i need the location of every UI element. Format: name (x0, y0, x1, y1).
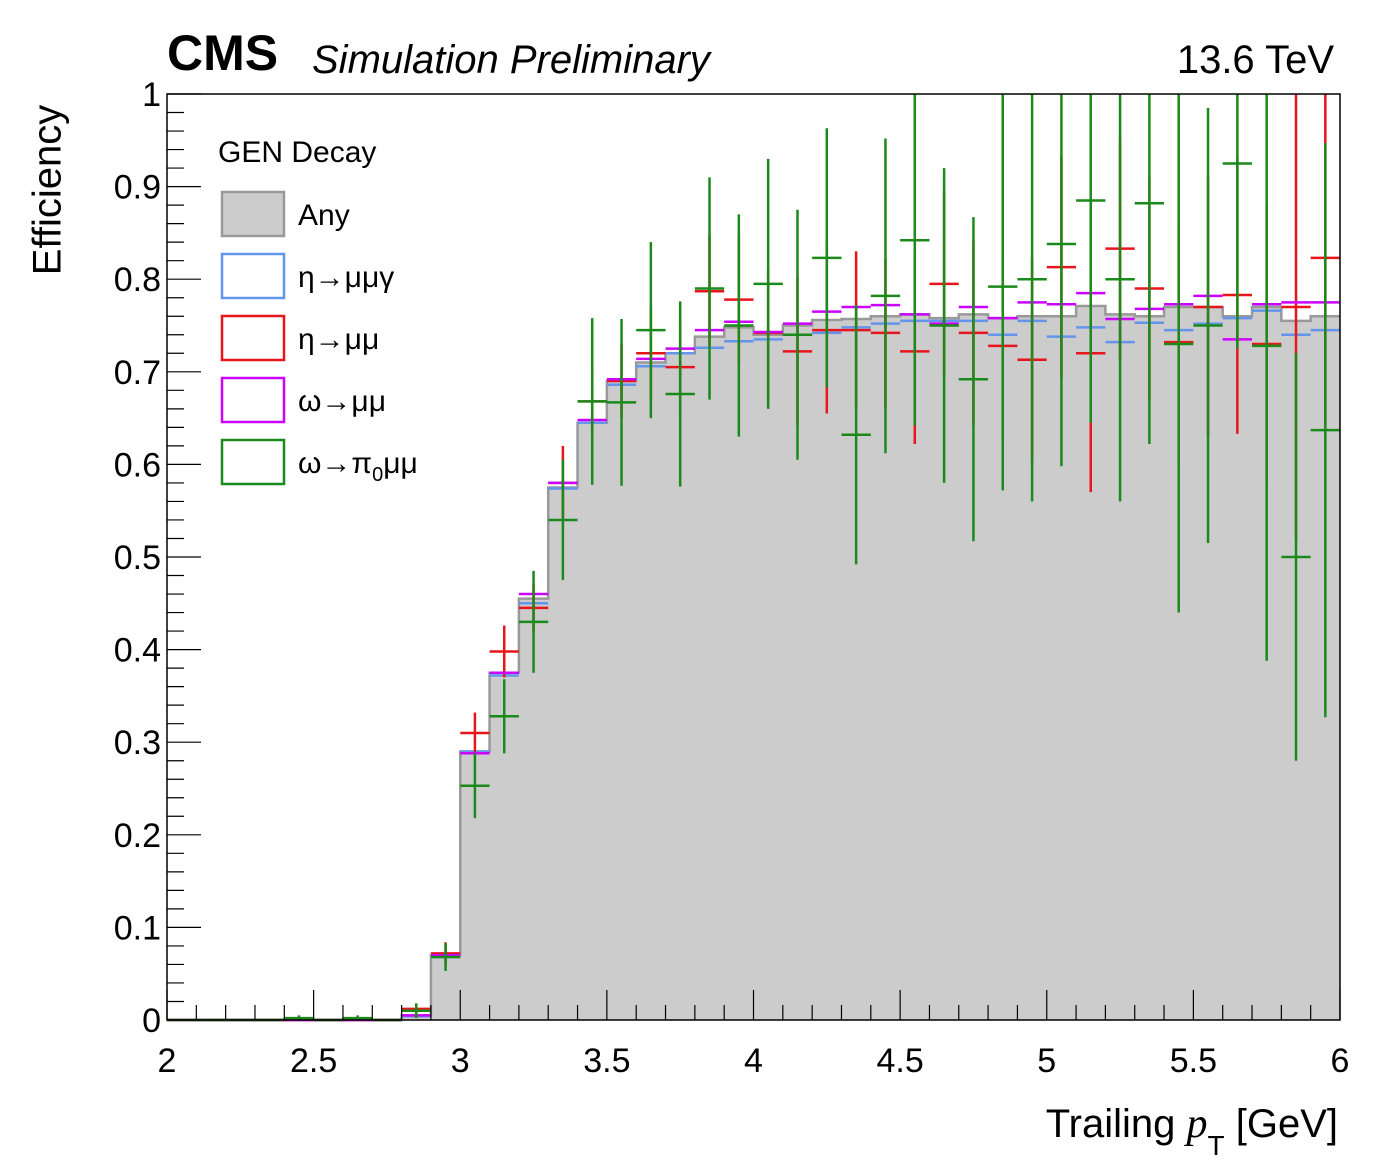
x-axis-title-variable: p (1186, 1101, 1208, 1147)
energy-label: 13.6 TeV (1176, 38, 1334, 82)
axis-layer: 2 2.5 3 3.5 4 4.5 5 5.5 6 0 0.1 0.2 0.3 0.4 0.5 0.6 0.7 0… (114, 76, 1350, 1080)
x-tick-label: 2.5 (290, 1042, 337, 1080)
legend-label-1: η→μμγ (298, 261, 394, 294)
y-tick-label: 0 (142, 1002, 161, 1040)
x-tick-label: 6 (1331, 1042, 1350, 1080)
y-tick-label: 0.8 (114, 261, 161, 299)
x-tick-label: 2 (158, 1042, 177, 1080)
x-axis-title-prefix: Trailing (1045, 1102, 1187, 1146)
x-axis-title-subscript: T (1207, 1130, 1225, 1161)
legend-swatch-4 (220, 438, 286, 486)
legend-swatch-0 (220, 190, 286, 238)
status-label: Simulation Preliminary (312, 38, 710, 82)
y-tick-label: 0.1 (114, 909, 161, 947)
y-tick-label: 0.3 (114, 724, 161, 762)
x-axis-title: Trailing pT [GeV] (1045, 1100, 1338, 1161)
legend-label-3: ω→μμ (298, 385, 386, 418)
x-tick-label: 4.5 (876, 1042, 923, 1080)
legend-swatch-1 (220, 252, 286, 300)
legend-label-4: ω→π0μμ (298, 447, 418, 486)
y-tick-label: 0.4 (114, 632, 161, 670)
legend-label-2: η→μμ (298, 323, 379, 356)
y-tick-label: 0.2 (114, 817, 161, 855)
y-tick-label: 1 (142, 76, 161, 114)
x-tick-label: 5.5 (1170, 1042, 1217, 1080)
y-tick-label: 0.9 (114, 169, 161, 207)
legend-swatch-2 (220, 314, 286, 362)
x-axis-title-suffix: [GeV] (1224, 1102, 1338, 1146)
legend: GEN Decay Any η→μμγ η→μμ ω→μμ ω→π0μμ (218, 136, 418, 486)
x-tick-label: 5 (1037, 1042, 1056, 1080)
y-tick-label: 0.6 (114, 446, 161, 484)
x-tick-label: 3 (451, 1042, 470, 1080)
y-tick-label: 0.5 (114, 539, 161, 577)
legend-title: GEN Decay (218, 136, 376, 169)
legend-swatch-3 (220, 376, 286, 424)
experiment-label: CMS (167, 25, 279, 81)
legend-label-0: Any (298, 199, 350, 232)
x-tick-label: 4 (744, 1042, 763, 1080)
x-tick-label: 3.5 (583, 1042, 630, 1080)
y-tick-label: 0.7 (114, 354, 161, 392)
